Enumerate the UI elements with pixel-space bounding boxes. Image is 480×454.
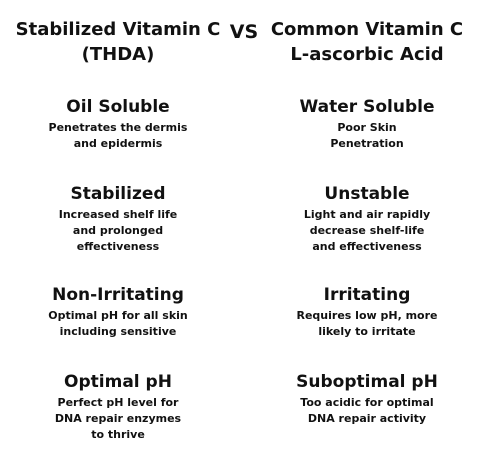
right-row-title: Unstable [324, 184, 410, 204]
right-row-unstable: Unstable Light and air rapidly decrease … [257, 183, 477, 255]
right-row-description: Requires low pH, more likely to irritate [296, 309, 438, 338]
right-row-title: Water Soluble [299, 97, 435, 117]
right-row-title: Irritating [323, 285, 411, 305]
right-row-title: Suboptimal pH [296, 372, 438, 392]
left-row-title: Stabilized [70, 184, 166, 204]
left-row-optimal-ph: Optimal pH Perfect pH level for DNA repa… [8, 371, 228, 443]
right-row-suboptimal-ph: Suboptimal pH Too acidic for optimal DNA… [257, 371, 477, 427]
right-row-description: Poor Skin Penetration [330, 121, 404, 150]
left-row-oil-soluble: Oil Soluble Penetrates the dermis and ep… [8, 96, 228, 152]
left-row-non-irritating: Non-Irritating Optimal pH for all skin i… [8, 284, 228, 340]
left-row-description: Optimal pH for all skin including sensit… [48, 309, 188, 338]
versus-label: VS [229, 21, 259, 43]
right-row-irritating: Irritating Requires low pH, more likely … [257, 284, 477, 340]
right-column-header: Common Vitamin C L-ascorbic Acid [270, 19, 464, 65]
left-row-title: Oil Soluble [66, 97, 170, 117]
right-row-water-soluble: Water Soluble Poor Skin Penetration [257, 96, 477, 152]
left-row-title: Non-Irritating [52, 285, 184, 305]
left-column-header: Stabilized Vitamin C (THDA) [15, 19, 221, 65]
left-row-description: Penetrates the dermis and epidermis [48, 121, 188, 150]
left-row-description: Perfect pH level for DNA repair enzymes … [54, 396, 182, 441]
right-row-description: Too acidic for optimal DNA repair activi… [300, 396, 434, 425]
left-row-description: Increased shelf life and prolonged effec… [58, 208, 178, 253]
right-row-description: Light and air rapidly decrease shelf-lif… [303, 208, 431, 253]
left-row-title: Optimal pH [64, 372, 172, 392]
left-row-stabilized: Stabilized Increased shelf life and prol… [8, 183, 228, 255]
